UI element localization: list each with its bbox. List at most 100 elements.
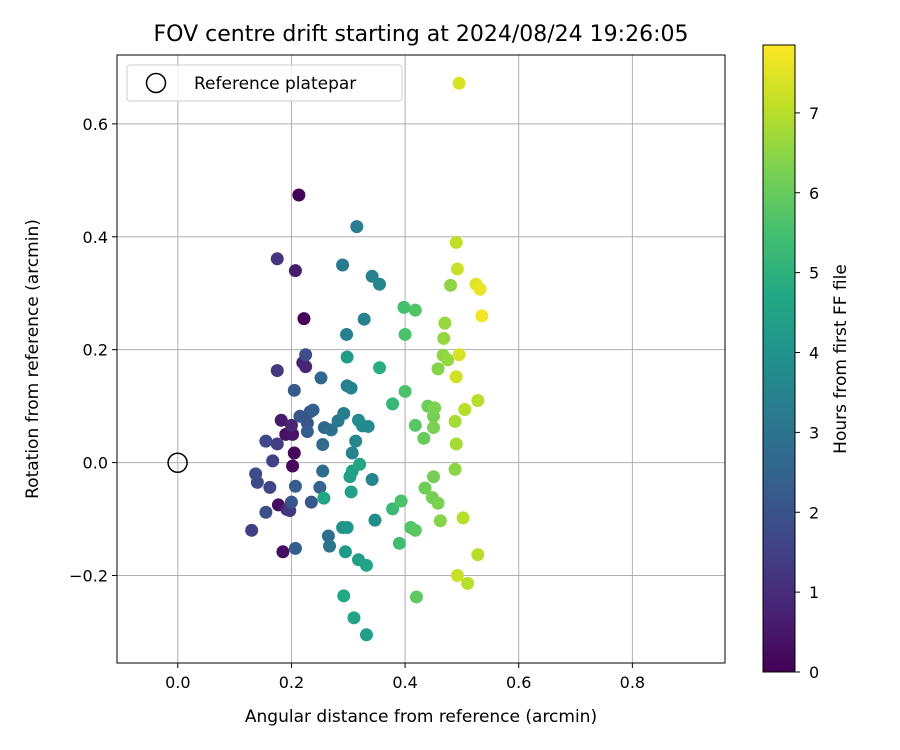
scatter-point xyxy=(427,470,441,484)
scatter-point xyxy=(259,505,273,519)
scatter-point xyxy=(452,76,466,90)
scatter-point xyxy=(409,590,423,604)
y-tick-label: 0.4 xyxy=(83,228,108,247)
scatter-point xyxy=(427,421,441,435)
scatter-point xyxy=(345,446,359,460)
y-axis-ticks: −0.2 0.0 0.2 0.4 0.6 xyxy=(69,115,117,585)
scatter-point xyxy=(458,403,472,417)
scatter-point xyxy=(373,361,387,375)
scatter-point xyxy=(361,419,375,433)
scatter-point xyxy=(471,548,485,562)
colorbar-tick-label: 0 xyxy=(809,663,819,682)
scatter-point xyxy=(287,383,301,397)
colorbar-tick-label: 3 xyxy=(809,423,819,442)
scatter-point xyxy=(274,413,288,427)
scatter-point xyxy=(359,628,373,642)
scatter-point xyxy=(288,264,302,278)
scatter-point xyxy=(452,348,466,362)
x-axis-label: Angular distance from reference (arcmin) xyxy=(245,707,597,727)
scatter-point xyxy=(321,529,335,543)
colorbar-gradient xyxy=(763,45,795,672)
y-tick-label: 0.0 xyxy=(83,454,108,473)
scatter-point xyxy=(441,353,455,367)
reference-platepar-marker xyxy=(167,452,188,474)
scatter-point xyxy=(433,514,447,528)
legend-entry-label: Reference platepar xyxy=(194,74,356,94)
scatter-point xyxy=(456,511,470,525)
scatter-point xyxy=(397,300,411,314)
scatter-point xyxy=(245,523,259,537)
scatter-point xyxy=(270,252,284,266)
scatter-point xyxy=(438,316,452,330)
scatter-point xyxy=(337,406,351,420)
scatter-point xyxy=(337,589,351,603)
scatter-point xyxy=(365,473,379,487)
scatter-point xyxy=(448,462,462,476)
scatter-point xyxy=(392,536,406,550)
chart-title: FOV centre drift starting at 2024/08/24 … xyxy=(154,22,689,47)
scatter-point xyxy=(349,434,363,448)
scatter-point xyxy=(286,459,300,473)
colorbar: 0 1 2 3 4 5 6 7 Hours from first FF file xyxy=(762,44,851,682)
scatter-point xyxy=(314,371,328,385)
scatter-point xyxy=(263,480,277,494)
x-axis-ticks: 0.0 0.2 0.4 0.6 0.8 xyxy=(165,663,645,692)
x-tick-label: 0.8 xyxy=(620,673,645,692)
x-tick-label: 0.4 xyxy=(392,673,417,692)
scatter-point xyxy=(359,558,373,572)
scatter-point xyxy=(450,568,464,582)
x-tick-label: 0.6 xyxy=(506,673,531,692)
scatter-point xyxy=(449,437,463,451)
scatter-point xyxy=(344,381,358,395)
scatter-point xyxy=(316,438,330,452)
scatter-point xyxy=(340,350,354,364)
scatter-point xyxy=(299,360,313,374)
plot-area xyxy=(117,55,725,663)
scatter-point xyxy=(431,362,445,376)
scatter-point xyxy=(323,539,337,553)
scatter-point xyxy=(340,521,354,535)
scatter-point xyxy=(444,278,458,292)
scatter-point xyxy=(471,393,485,407)
scatter-point xyxy=(344,485,358,499)
plot-frame xyxy=(116,54,726,664)
legend-box xyxy=(126,64,403,102)
scatter-point xyxy=(373,277,387,291)
y-tick-label: −0.2 xyxy=(69,566,108,585)
scatter-point xyxy=(475,309,489,323)
scatter-point xyxy=(350,220,364,234)
scatter-point xyxy=(336,258,350,272)
scatter-point xyxy=(288,541,302,555)
scatter-point xyxy=(288,479,302,493)
scatter-point xyxy=(284,495,298,509)
scatter-point xyxy=(338,545,352,559)
scatter-point xyxy=(299,348,313,362)
colorbar-tick-label: 4 xyxy=(809,344,819,363)
legend-reference-marker xyxy=(145,72,167,94)
colorbar-tick-label: 2 xyxy=(809,503,819,522)
scatter-point xyxy=(306,403,320,417)
scatter-point xyxy=(300,425,314,439)
colorbar-tick-label: 5 xyxy=(809,264,819,283)
scatter-point xyxy=(249,467,263,481)
colorbar-tick-label: 7 xyxy=(809,104,819,123)
colorbar-frame xyxy=(762,44,796,673)
scatter-point xyxy=(386,397,400,411)
scatter-point xyxy=(461,576,475,590)
scatter-point xyxy=(418,481,432,495)
x-tick-label: 0.0 xyxy=(165,673,190,692)
scatter-point xyxy=(394,494,408,508)
scatter-point xyxy=(276,545,290,559)
x-tick-label: 0.2 xyxy=(279,673,304,692)
scatter-point xyxy=(316,464,330,478)
scatter-point xyxy=(428,401,442,415)
scatter-point xyxy=(431,496,445,510)
scatter-points xyxy=(245,76,489,642)
scatter-point xyxy=(284,418,298,432)
colorbar-ticks: 0 1 2 3 4 5 6 7 xyxy=(795,104,819,682)
scatter-point xyxy=(259,434,273,448)
scatter-point xyxy=(324,423,338,437)
scatter-point xyxy=(437,331,451,345)
scatter-point xyxy=(357,312,371,326)
